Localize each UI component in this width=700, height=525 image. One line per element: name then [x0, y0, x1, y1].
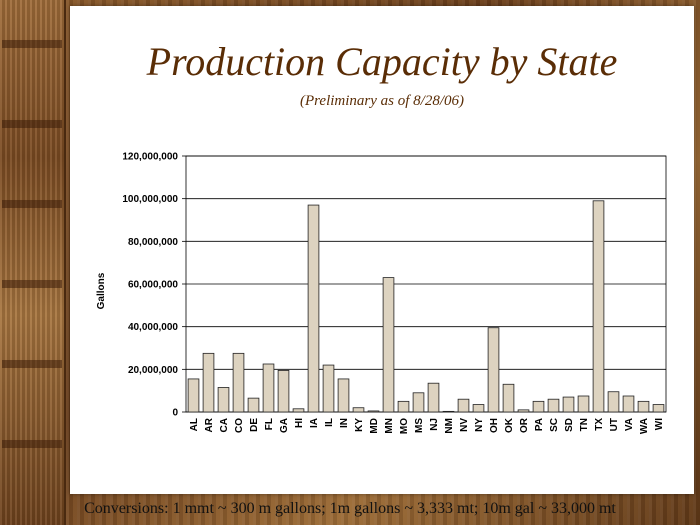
- slide-subtitle: (Preliminary as of 8/28/06): [299, 93, 464, 109]
- x-tick-label-ca: CA: [219, 418, 230, 432]
- x-tick-label-sc: SC: [549, 418, 560, 432]
- x-tick-label-tn: TN: [579, 418, 590, 431]
- bar-ca: [217, 387, 230, 413]
- y-tick-labels: 0 20,000,000 40,000,000 60,000,000 80,000,00…: [122, 152, 178, 419]
- bar-nv: [457, 398, 470, 413]
- bar-ga: [277, 369, 290, 413]
- bar-ky: [352, 407, 365, 413]
- slide-title: Production Capacity by State: [146, 39, 618, 84]
- bar-pa: [532, 400, 545, 413]
- bar-in: [337, 378, 350, 413]
- x-tick-label-mn: MN: [384, 418, 395, 434]
- x-tick-label-ut: UT: [609, 418, 620, 431]
- bar-ut: [607, 391, 620, 413]
- y-tick-label: 0: [172, 408, 178, 419]
- bar-al: [187, 378, 200, 413]
- x-tick-label-ky: KY: [354, 418, 365, 432]
- x-tick-label-al: AL: [189, 418, 200, 431]
- y-tick-label: 20,000,000: [128, 365, 178, 376]
- bar-sc: [547, 398, 560, 413]
- y-tick-label: 80,000,000: [128, 237, 178, 248]
- bar-tn: [577, 395, 590, 413]
- bar-md: [367, 410, 380, 413]
- x-tick-label-md: MD: [369, 418, 380, 434]
- x-tick-label-ny: NY: [474, 418, 485, 432]
- bar-wa: [637, 400, 650, 413]
- x-tick-label-wa: WA: [639, 418, 650, 434]
- bars: [187, 200, 665, 413]
- x-tick-label-il: IL: [324, 418, 335, 427]
- bar-nj: [427, 382, 440, 413]
- x-tick-label-ok: OK: [504, 417, 515, 433]
- bar-ms: [412, 392, 425, 413]
- bar-va: [622, 395, 635, 413]
- bar-oh: [487, 327, 500, 413]
- x-tick-label-fl: FL: [264, 418, 275, 430]
- strip-notch: [2, 200, 62, 208]
- bar-hi: [292, 408, 305, 413]
- x-tick-label-ga: GA: [279, 418, 290, 433]
- bar-nm: [442, 410, 455, 413]
- x-tick-label-pa: PA: [534, 418, 545, 431]
- x-tick-label-hi: HI: [294, 418, 305, 428]
- bar-ok: [502, 383, 515, 413]
- x-tick-label-ar: AR: [204, 417, 215, 432]
- strip-notch: [2, 280, 62, 288]
- strip-notch: [2, 40, 62, 48]
- y-tick-label: 60,000,000: [128, 280, 178, 291]
- bar-wi: [652, 404, 665, 413]
- bar-mo: [397, 400, 410, 413]
- conversions-footer: Conversions: 1 mmt ~ 300 m gallons; 1m g…: [84, 500, 616, 517]
- bar-or: [517, 409, 530, 413]
- left-wood-strip: [0, 0, 66, 525]
- x-tick-label-in: IN: [339, 418, 350, 428]
- x-tick-label-nj: NJ: [429, 418, 440, 431]
- x-tick-label-co: CO: [234, 418, 245, 433]
- bar-fl: [262, 363, 275, 413]
- x-tick-label-va: VA: [624, 418, 635, 431]
- x-tick-label-nm: NM: [444, 418, 455, 434]
- x-tick-label-ms: MS: [414, 418, 425, 433]
- strip-notch: [2, 360, 62, 368]
- y-tick-label: 100,000,000: [122, 194, 178, 205]
- y-axis-label: Gallons: [96, 272, 107, 309]
- x-tick-labels: AL AR CA CO DE FL GA HI IA IL IN KY MD MN MO MS NJ NM NV NY…: [189, 417, 665, 434]
- bar-tx: [592, 200, 605, 413]
- strip-notch: [2, 440, 62, 448]
- x-tick-label-wi: WI: [654, 418, 665, 430]
- strip-notch: [2, 120, 62, 128]
- bar-sd: [562, 396, 575, 413]
- bar-chart: 0 20,000,000 40,000,000 60,000,000 80,000,00…: [96, 152, 667, 434]
- bar-de: [247, 397, 260, 413]
- bar-il: [322, 364, 335, 413]
- slide-paper: [70, 6, 694, 494]
- y-tick-label: 120,000,000: [122, 152, 178, 163]
- x-tick-label-ia: IA: [309, 418, 320, 428]
- x-tick-label-de: DE: [249, 418, 260, 432]
- x-tick-label-tx: TX: [594, 418, 605, 431]
- x-tick-label-sd: SD: [564, 418, 575, 432]
- bar-ar: [202, 352, 215, 413]
- y-tick-label: 40,000,000: [128, 322, 178, 333]
- bar-mn: [382, 277, 395, 413]
- plot-frame: [185, 155, 667, 413]
- bar-ia: [307, 204, 320, 413]
- bar-co: [232, 352, 245, 413]
- bar-ny: [472, 404, 485, 413]
- x-tick-label-mo: MO: [399, 418, 410, 434]
- x-tick-label-or: OR: [519, 417, 530, 433]
- x-tick-label-nv: NV: [459, 418, 470, 432]
- x-tick-label-oh: OH: [489, 418, 500, 433]
